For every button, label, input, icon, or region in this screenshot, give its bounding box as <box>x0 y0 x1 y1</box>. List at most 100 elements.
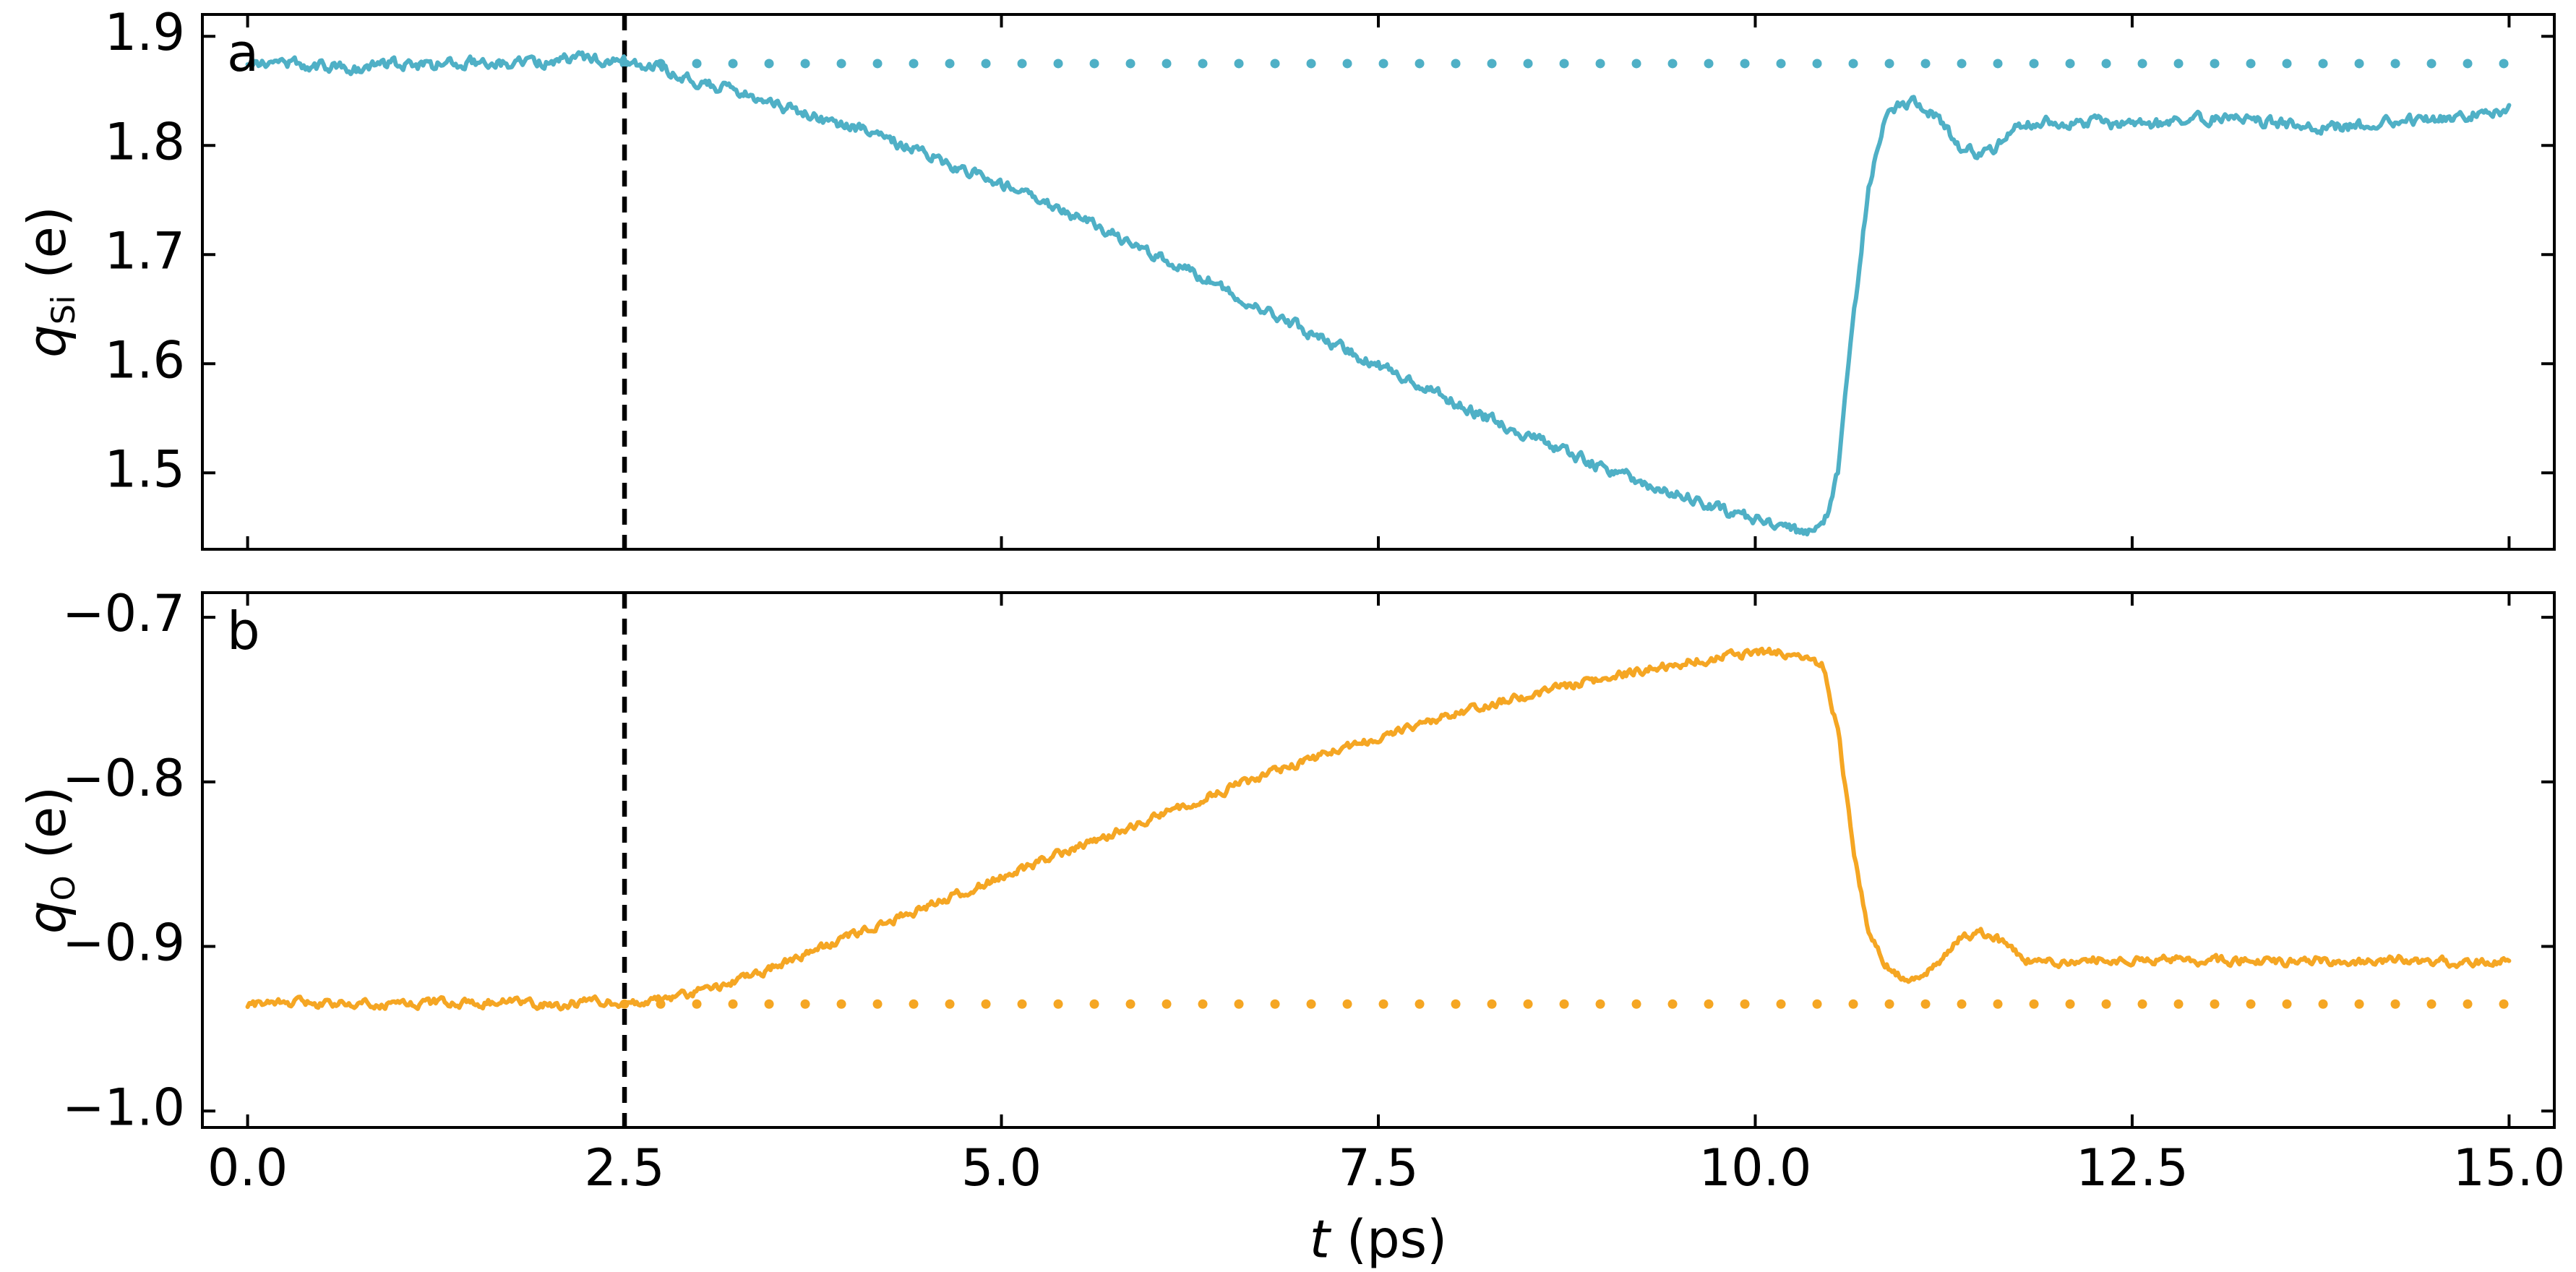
ref-dot <box>2391 59 2400 68</box>
ref-dot <box>765 1000 774 1009</box>
ref-dot <box>1921 59 1931 68</box>
ref-line-a <box>620 59 2509 68</box>
ref-dot <box>2463 1000 2473 1009</box>
ref-dot <box>1271 1000 1280 1009</box>
ylabel-a: qSi (e) <box>17 206 82 358</box>
ref-dot <box>1379 59 1388 68</box>
ref-dot <box>1198 59 1208 68</box>
ref-dot <box>729 1000 738 1009</box>
ref-dot <box>801 1000 810 1009</box>
ref-dot <box>2499 1000 2509 1009</box>
ref-dot <box>2138 1000 2147 1009</box>
ytick-label: 1.8 <box>105 112 185 171</box>
ref-dot <box>2319 59 2328 68</box>
ylabel-b: qO (e) <box>17 786 82 934</box>
ref-dot <box>2246 1000 2256 1009</box>
ref-dot <box>1307 1000 1316 1009</box>
ref-dot <box>1596 59 1605 68</box>
ref-dot <box>1271 59 1280 68</box>
ref-dot <box>1704 59 1714 68</box>
ref-dot <box>1777 59 1786 68</box>
ref-dot <box>1090 1000 1099 1009</box>
ref-dot <box>1162 59 1172 68</box>
ref-dot <box>1813 59 1822 68</box>
ref-dot <box>1957 1000 1967 1009</box>
ref-dot <box>2102 1000 2111 1009</box>
ref-dot <box>837 1000 846 1009</box>
ref-dot <box>1451 1000 1461 1009</box>
ref-dot <box>909 1000 919 1009</box>
ref-dot <box>2427 1000 2437 1009</box>
ref-dot <box>1343 59 1352 68</box>
axes-box <box>202 593 2554 1127</box>
ref-dot <box>1740 59 1750 68</box>
ref-dot <box>765 59 774 68</box>
ref-dot <box>729 59 738 68</box>
ref-dot <box>2391 1000 2400 1009</box>
ref-dot <box>692 59 702 68</box>
ref-dot <box>2210 59 2220 68</box>
ref-dot <box>2319 1000 2328 1009</box>
xtick-label: 15.0 <box>2452 1138 2565 1198</box>
ref-dot <box>2030 1000 2039 1009</box>
ref-dot <box>945 59 955 68</box>
ref-dot <box>1415 1000 1425 1009</box>
ref-dot <box>873 59 883 68</box>
xtick-label: 5.0 <box>961 1138 1042 1198</box>
ref-dot <box>1235 59 1244 68</box>
ref-dot <box>945 1000 955 1009</box>
ref-dot <box>1162 1000 1172 1009</box>
ref-dot <box>1921 1000 1931 1009</box>
ref-dot <box>2066 59 2075 68</box>
ref-dot <box>1596 1000 1605 1009</box>
ref-dot <box>1054 59 1063 68</box>
ref-dot <box>1885 1000 1894 1009</box>
ref-dot <box>2174 1000 2184 1009</box>
ref-dot <box>1560 1000 1569 1009</box>
ref-dot <box>1343 1000 1352 1009</box>
figure-svg: 1.5 1.6 1.7 1.8 1.9 qSi (e) a −1.0−0.9−0.8−0.70… <box>0 0 2576 1272</box>
ref-dot <box>1668 59 1678 68</box>
series-a <box>248 52 2510 534</box>
ref-dot <box>2283 59 2292 68</box>
ref-dot <box>2246 59 2256 68</box>
ref-dot <box>1235 1000 1244 1009</box>
ref-dot <box>1957 59 1967 68</box>
ref-dot <box>1018 59 1027 68</box>
ref-dot <box>1090 59 1099 68</box>
panel-b: −1.0−0.9−0.8−0.70.02.55.07.510.012.515.0… <box>17 584 2565 1198</box>
ref-dot <box>837 59 846 68</box>
ytick-label: 1.5 <box>105 439 185 499</box>
ref-dot <box>1487 59 1497 68</box>
ref-dot <box>1632 1000 1641 1009</box>
ref-dot <box>1885 59 1894 68</box>
ref-dot <box>1993 59 2003 68</box>
ref-dot <box>1668 1000 1678 1009</box>
ref-dot <box>1307 59 1316 68</box>
panel-letter-a: a <box>227 22 259 83</box>
ref-dot <box>1813 1000 1822 1009</box>
ref-dot <box>1849 1000 1858 1009</box>
ref-dot <box>1379 1000 1388 1009</box>
ref-dot <box>2463 59 2473 68</box>
ytick-label: 1.6 <box>105 330 185 390</box>
ref-dot <box>982 59 991 68</box>
ref-dot <box>1126 59 1135 68</box>
ytick-label: 1.7 <box>105 221 185 280</box>
ytick-label: 1.9 <box>105 3 185 62</box>
ref-dot <box>2283 1000 2292 1009</box>
ref-dot <box>1018 1000 1027 1009</box>
ref-dot <box>2210 1000 2220 1009</box>
ref-dot <box>1451 59 1461 68</box>
ytick-label: −1.0 <box>62 1078 185 1137</box>
series-b <box>248 649 2510 1010</box>
ref-dot <box>1415 59 1425 68</box>
ref-dot <box>1704 1000 1714 1009</box>
ref-dot <box>1198 1000 1208 1009</box>
ref-dot <box>1524 1000 1533 1009</box>
ref-dot <box>1487 1000 1497 1009</box>
xtick-label: 10.0 <box>1699 1138 1812 1198</box>
ref-dot <box>2427 59 2437 68</box>
ref-dot <box>2030 59 2039 68</box>
ref-dot <box>1849 59 1858 68</box>
